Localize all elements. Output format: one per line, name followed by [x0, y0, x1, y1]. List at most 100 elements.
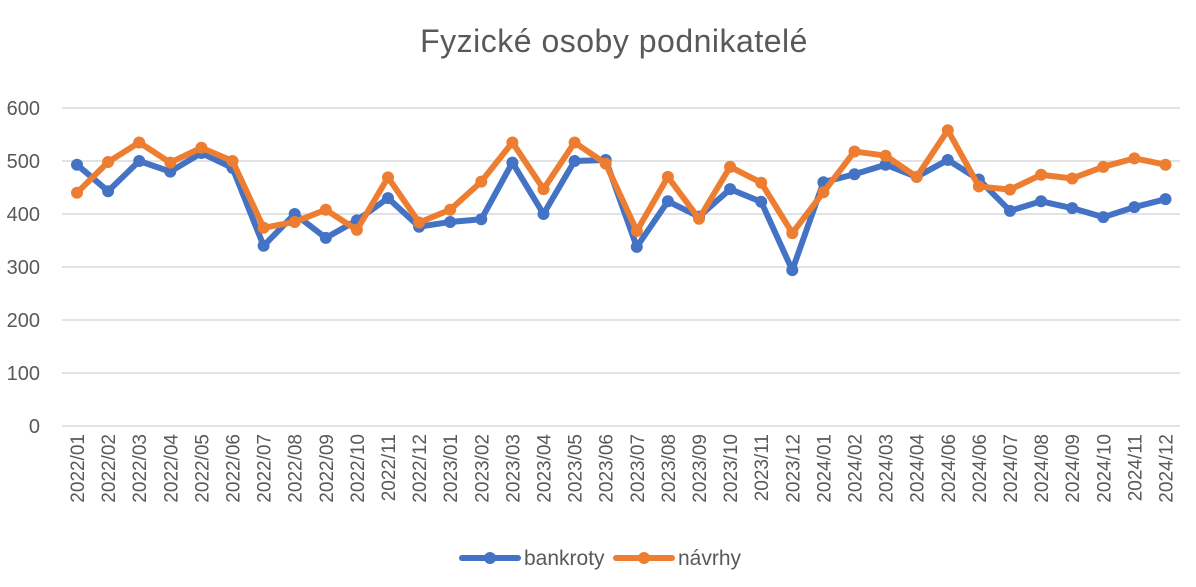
data-point — [350, 223, 363, 236]
legend-item-bankroty: bankroty — [459, 547, 605, 570]
x-tick-label: 2022/04 — [161, 434, 182, 503]
x-tick-label: 2023/02 — [472, 434, 493, 503]
data-point — [444, 203, 457, 216]
x-tick-label: 2024/10 — [1094, 434, 1115, 503]
data-point — [195, 141, 208, 154]
data-point — [786, 264, 799, 277]
data-point — [1097, 211, 1110, 224]
x-tick-label: 2023/04 — [535, 434, 556, 503]
data-point — [1159, 193, 1172, 206]
x-tick-label: 2024/08 — [1032, 434, 1053, 503]
x-tick-label: 2024/11 — [1125, 434, 1146, 501]
x-tick-label: 2024/09 — [1063, 434, 1084, 503]
data-point — [1035, 195, 1048, 208]
data-point — [382, 171, 394, 184]
legend-marker — [638, 552, 650, 564]
data-point — [71, 158, 83, 171]
data-point — [475, 213, 488, 226]
data-point — [661, 195, 674, 208]
data-point — [1066, 172, 1079, 185]
legend-marker — [484, 552, 496, 564]
y-tick-label: 500 — [7, 151, 40, 173]
legend-label: návrhy — [678, 547, 742, 570]
data-point — [599, 157, 612, 170]
y-tick-label: 300 — [7, 257, 40, 279]
data-point — [661, 170, 674, 183]
x-tick-label: 2023/07 — [628, 434, 649, 503]
x-tick-label: 2024/06 — [939, 434, 960, 503]
series-návrhy — [71, 124, 1172, 240]
data-point — [568, 155, 581, 167]
x-tick-label: 2022/09 — [317, 434, 338, 503]
x-tick-label: 2024/12 — [1157, 434, 1178, 503]
data-point — [506, 156, 519, 169]
x-tick-label: 2023/12 — [783, 434, 804, 503]
x-tick-label: 2022/05 — [192, 434, 213, 503]
series-line-návrhy — [74, 127, 1169, 237]
data-point — [382, 192, 394, 205]
data-point — [257, 239, 270, 252]
data-point — [444, 215, 457, 228]
data-point — [226, 155, 239, 167]
data-point — [879, 149, 892, 162]
data-point — [755, 176, 768, 189]
y-tick-label: 600 — [7, 98, 40, 120]
legend-label: bankroty — [524, 547, 605, 570]
x-tick-label: 2023/05 — [566, 434, 587, 503]
series-layer — [71, 124, 1172, 277]
data-point — [630, 240, 643, 253]
data-point — [1128, 201, 1141, 214]
data-point — [288, 215, 301, 228]
y-tick-label: 100 — [7, 363, 40, 385]
x-tick-label: 2023/09 — [690, 434, 711, 503]
data-point — [879, 158, 892, 171]
data-point — [693, 212, 705, 225]
x-tick-label: 2022/06 — [224, 434, 245, 503]
data-point — [319, 203, 332, 216]
data-point — [413, 216, 426, 229]
x-tick-label: 2023/11 — [752, 434, 773, 501]
data-point — [1004, 183, 1016, 196]
x-tick-label: 2023/06 — [597, 434, 618, 503]
data-point — [786, 227, 799, 240]
x-tick-label: 2022/01 — [68, 434, 89, 503]
x-tick-label: 2024/02 — [846, 434, 867, 503]
x-tick-label: 2022/02 — [99, 434, 120, 503]
data-point — [1128, 152, 1141, 165]
x-tick-label: 2022/11 — [379, 434, 400, 501]
x-tick-label: 2022/08 — [286, 434, 307, 503]
data-point — [71, 186, 83, 199]
data-point — [133, 136, 146, 149]
data-point — [1035, 168, 1048, 181]
data-point — [724, 183, 737, 196]
data-point — [817, 186, 830, 199]
data-point — [910, 170, 923, 183]
data-point — [972, 180, 985, 193]
legend-item-návrhy: návrhy — [613, 547, 742, 570]
data-point — [755, 195, 768, 208]
x-tick-label: 2024/03 — [877, 434, 898, 503]
x-tick-label: 2023/01 — [441, 434, 462, 503]
data-point — [1004, 204, 1016, 217]
data-point — [1097, 160, 1110, 173]
x-tick-label: 2024/06 — [970, 434, 991, 503]
x-tick-label: 2024/04 — [908, 434, 929, 503]
x-tick-label: 2023/03 — [503, 434, 524, 503]
data-point — [102, 156, 115, 169]
x-tick-label: 2024/01 — [814, 434, 835, 503]
y-tick-label: 200 — [7, 310, 40, 332]
data-point — [941, 153, 954, 166]
data-point — [102, 185, 115, 198]
data-point — [164, 165, 177, 178]
x-tick-label: 2022/12 — [410, 434, 431, 503]
data-point — [257, 221, 270, 234]
data-point — [630, 224, 643, 237]
x-tick-label: 2022/03 — [130, 434, 151, 503]
data-point — [164, 156, 177, 169]
x-tick-label: 2022/07 — [255, 434, 276, 503]
data-point — [1159, 158, 1172, 171]
y-tick-label: 0 — [29, 416, 40, 438]
data-point — [475, 175, 488, 188]
x-axis-ticks: 2022/01 2022/02 2022/03 2022/04 2022/05 2022/… — [68, 434, 1178, 503]
